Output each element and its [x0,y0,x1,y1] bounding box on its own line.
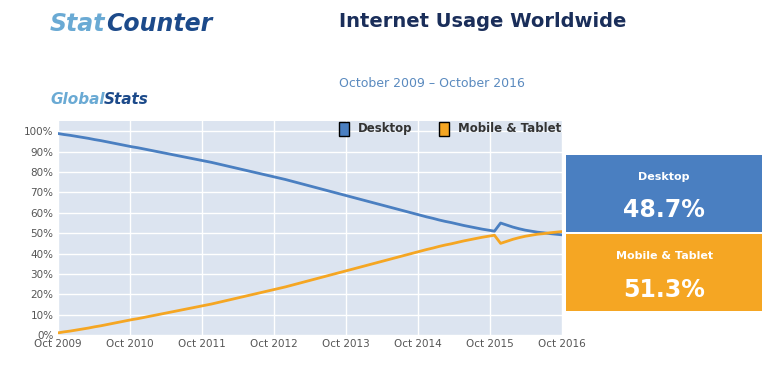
Text: 51.3%: 51.3% [623,278,705,302]
Text: Internet Usage Worldwide: Internet Usage Worldwide [339,12,626,30]
Text: October 2009 – October 2016: October 2009 – October 2016 [339,77,524,90]
Text: Desktop: Desktop [638,172,690,182]
Text: Stats: Stats [104,92,149,107]
Text: Desktop: Desktop [358,122,412,136]
Text: Mobile & Tablet: Mobile & Tablet [615,251,713,261]
Text: Global: Global [50,92,105,107]
Text: Counter: Counter [106,12,213,35]
Text: Mobile & Tablet: Mobile & Tablet [458,122,561,136]
Text: Stat: Stat [50,12,105,35]
Text: 48.7%: 48.7% [623,198,705,223]
